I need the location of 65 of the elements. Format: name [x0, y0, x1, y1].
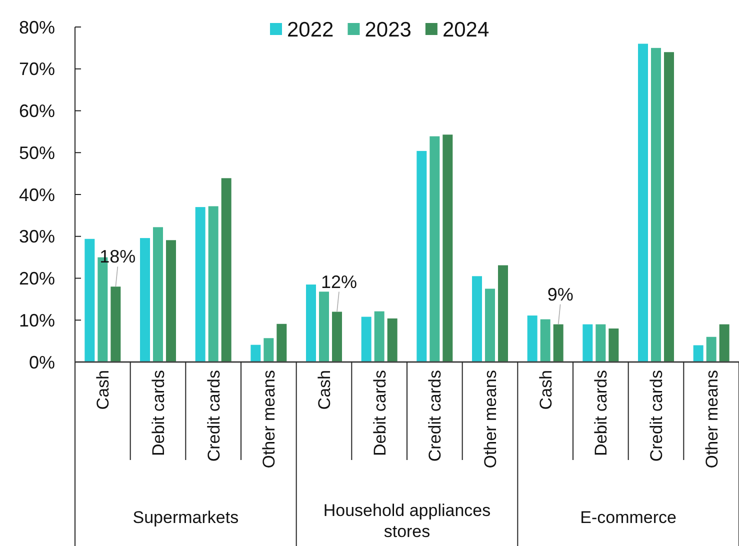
- bar: [221, 178, 232, 362]
- legend-label: 2023: [364, 18, 412, 42]
- y-tick-label: 20%: [18, 268, 55, 289]
- bar: [387, 318, 398, 362]
- x-tick-label: Other means: [702, 370, 722, 468]
- data-label: 9%: [547, 284, 574, 304]
- y-tick-label: 40%: [18, 184, 55, 205]
- x-tick-label: Credit cards: [426, 370, 445, 462]
- bar: [195, 207, 206, 362]
- y-tick-label: 80%: [18, 17, 55, 38]
- bar: [110, 286, 121, 362]
- text: Supermarkets: [132, 508, 239, 527]
- y-tick-label: 10%: [18, 310, 55, 330]
- bar: [319, 292, 329, 362]
- bar: [361, 316, 372, 362]
- y-tick-label: 60%: [18, 101, 55, 122]
- bar: [84, 238, 95, 362]
- bar: [332, 312, 342, 362]
- bar: [693, 345, 704, 362]
- data-label: 12%: [320, 272, 358, 292]
- x-tick-label: Debit cards: [149, 370, 168, 456]
- bar: [498, 265, 508, 362]
- x-tick-label: Cash: [536, 370, 556, 410]
- x-tick-label: Other means: [481, 370, 500, 468]
- data-label: 18%: [100, 246, 136, 267]
- bar: [374, 311, 384, 362]
- bar: [264, 338, 274, 362]
- y-tick-label: 30%: [18, 226, 55, 247]
- bar: [430, 136, 440, 362]
- x-tick-label: Credit cards: [647, 370, 666, 462]
- x-tick-label: Cash: [315, 370, 334, 410]
- bar: [582, 324, 593, 362]
- bar: [140, 238, 150, 362]
- bar: [442, 134, 453, 362]
- bar: [553, 324, 564, 362]
- bar: [485, 288, 495, 362]
- legend-label: 2024: [442, 18, 490, 42]
- x-tick-label: Debit cards: [592, 370, 611, 456]
- bar: [208, 206, 218, 362]
- text: Household appliances stores: [323, 501, 491, 541]
- bar: [306, 284, 316, 362]
- bar: [651, 48, 661, 362]
- bar: [608, 328, 619, 362]
- bar: [416, 150, 427, 362]
- legend-label: 2022: [287, 18, 334, 42]
- bar: [276, 324, 287, 362]
- bar: [153, 227, 163, 362]
- x-tick-label: Credit cards: [204, 370, 224, 462]
- bar: [596, 324, 606, 362]
- y-tick-label: 0%: [28, 352, 55, 372]
- bar: [638, 44, 648, 362]
- y-tick-label: 50%: [18, 142, 55, 163]
- bar: [664, 52, 674, 362]
- text: E-commerce: [580, 508, 677, 527]
- bar: [166, 240, 176, 362]
- x-tick-label: Debit cards: [370, 370, 390, 456]
- bar: [719, 324, 730, 362]
- bar: [250, 344, 261, 362]
- bar: [472, 276, 482, 362]
- bar: [540, 319, 550, 362]
- x-tick-label: Other means: [260, 370, 279, 468]
- x-tick-label: Cash: [94, 370, 113, 410]
- bar: [527, 316, 538, 362]
- bar: [706, 336, 716, 362]
- y-tick-label: 70%: [18, 59, 55, 80]
